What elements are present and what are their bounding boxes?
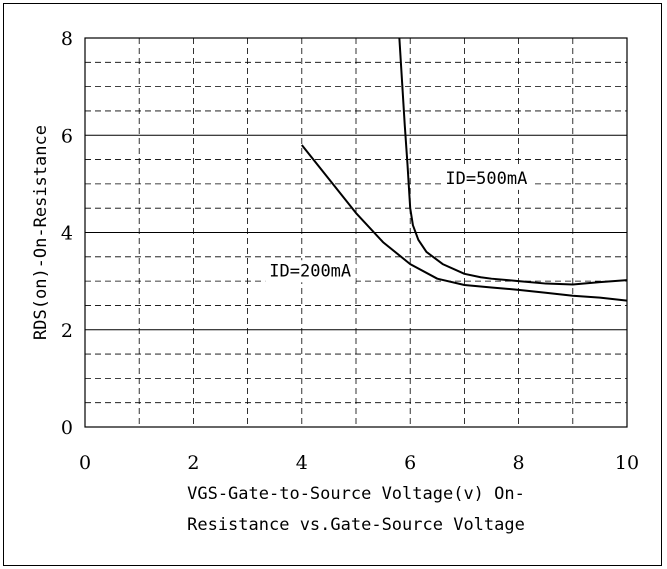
x-tick-label: 10 xyxy=(615,452,639,474)
y-axis-label: RDS(on)-On-Resistance xyxy=(31,125,51,340)
annotation-background xyxy=(265,260,356,283)
x-tick-label: 6 xyxy=(404,452,416,474)
x-tick-label: 4 xyxy=(296,452,308,474)
series-annotation: ID=500mA xyxy=(445,169,527,189)
annotation-background xyxy=(441,167,532,190)
series-line xyxy=(301,144,628,302)
y-tick-label: 4 xyxy=(61,223,73,245)
x-tick-label: 2 xyxy=(187,452,199,474)
plot-area-border xyxy=(84,37,628,428)
x-axis-label: Resistance vs.Gate-Source Voltage xyxy=(187,515,525,535)
x-axis-label: VGS-Gate-to-Source Voltage(v) On- xyxy=(187,484,525,504)
y-tick-label: 6 xyxy=(61,125,73,147)
series-annotation: ID=200mA xyxy=(269,261,351,281)
x-tick-label: 8 xyxy=(513,452,525,474)
y-tick-label: 2 xyxy=(61,320,73,342)
y-tick-label: 0 xyxy=(61,417,73,439)
y-tick-label: 8 xyxy=(61,28,73,50)
x-tick-label: 0 xyxy=(79,452,91,474)
series-line xyxy=(398,37,628,286)
